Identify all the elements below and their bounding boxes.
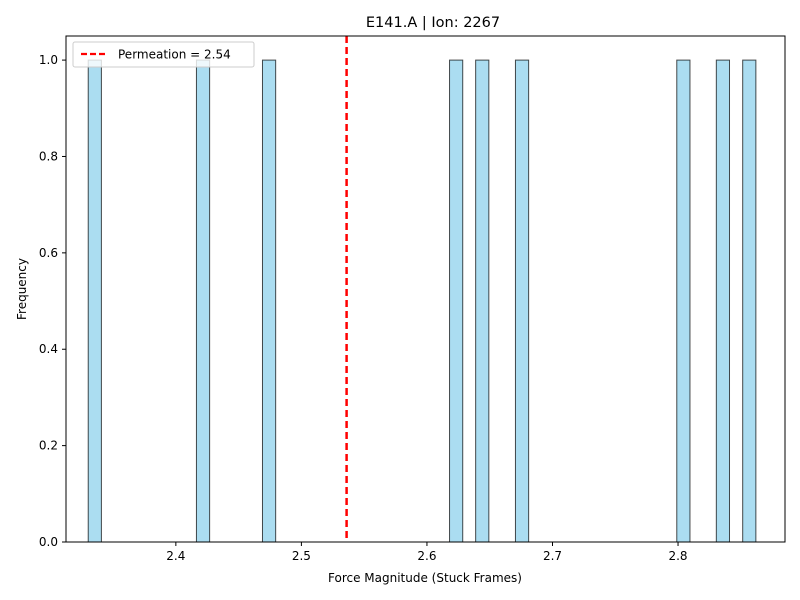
y-tick-label: 0.6 — [39, 246, 58, 260]
histogram-bar — [475, 59, 490, 543]
legend-entry-label: Permeation = 2.54 — [118, 48, 231, 62]
x-axis-label: Force Magnitude (Stuck Frames) — [328, 571, 522, 585]
x-tick-label: 2.5 — [292, 549, 311, 563]
y-tick-label: 0.4 — [39, 342, 58, 356]
histogram-bar — [514, 59, 530, 543]
x-axis-ticks: 2.4 2.5 2.6 2.7 2.8 — [166, 542, 688, 563]
bars-group — [87, 59, 757, 543]
histogram-bar — [676, 59, 691, 543]
plot-frame — [65, 35, 786, 543]
x-tick-label: 2.7 — [543, 549, 562, 563]
chart-title: E141.A | Ion: 2267 — [366, 15, 500, 31]
y-tick-label: 0.2 — [39, 439, 58, 453]
y-axis-ticks: 0.0 0.2 0.4 0.6 0.8 1.0 — [39, 53, 66, 549]
histogram-bar — [87, 59, 102, 543]
x-tick-label: 2.8 — [668, 549, 687, 563]
histogram-bar — [715, 59, 731, 543]
x-tick-label: 2.6 — [417, 549, 436, 563]
y-axis-label: Frequency — [15, 258, 29, 320]
y-tick-label: 0.0 — [39, 535, 58, 549]
histogram-bar — [195, 59, 211, 543]
histogram-bar — [449, 59, 464, 543]
legend-box — [72, 41, 255, 68]
histogram-bar — [742, 59, 757, 543]
y-tick-label: 0.8 — [39, 149, 58, 163]
y-tick-label: 1.0 — [39, 53, 58, 67]
histogram-bar — [261, 59, 277, 543]
legend: Permeation = 2.54 — [72, 41, 255, 68]
x-tick-label: 2.4 — [166, 549, 185, 563]
